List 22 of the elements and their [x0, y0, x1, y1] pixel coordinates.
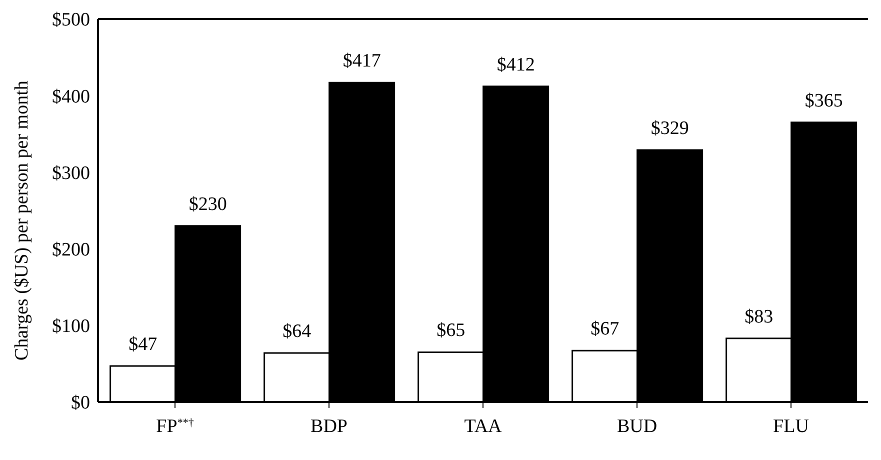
x-tick-label: FP$^{**†}$: [156, 416, 194, 437]
x-tick-label: BUD: [616, 416, 658, 437]
x-tick-label: TAA: [464, 416, 502, 437]
x-tick-label: FLU: [773, 416, 810, 437]
data-label: $64: [282, 320, 312, 342]
y-tick-label: $100: [52, 316, 90, 338]
y-tick-label: $300: [52, 162, 90, 184]
y-tick-label: $200: [52, 240, 90, 261]
data-label: $83: [744, 306, 774, 328]
data-label: $67: [590, 318, 620, 340]
y-tick-label: $0: [71, 392, 90, 414]
x-tick-label: BDP: [310, 416, 348, 437]
data-label: $65: [436, 320, 466, 342]
data-label: $417: [342, 50, 381, 72]
y-tick-label: $500: [52, 10, 90, 31]
data-label: $329: [650, 118, 689, 139]
data-label: $365: [804, 90, 843, 112]
y-tick-label: $400: [52, 86, 90, 108]
data-label: $412: [496, 54, 535, 76]
data-label: $47: [128, 334, 158, 355]
data-label: $230: [188, 194, 227, 215]
y-axis-title: Charges ($US) per person per month: [12, 80, 33, 360]
